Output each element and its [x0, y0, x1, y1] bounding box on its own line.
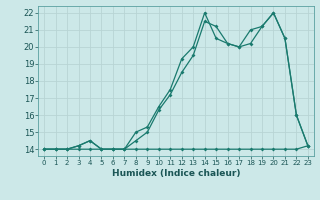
- X-axis label: Humidex (Indice chaleur): Humidex (Indice chaleur): [112, 169, 240, 178]
